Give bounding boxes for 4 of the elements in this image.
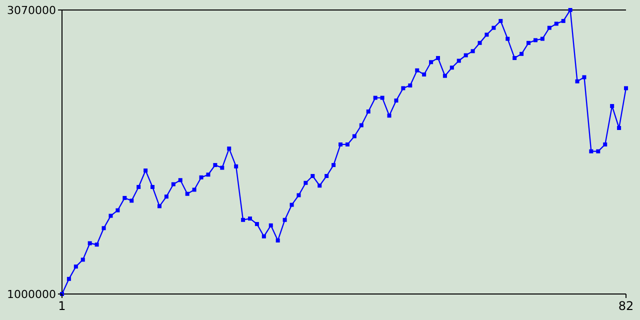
x-tick-label: 1 — [58, 299, 66, 313]
x-tick-label: 82 — [618, 299, 634, 313]
y-tick-label: 1000000 — [7, 288, 56, 301]
y-tick-label: 3070000 — [7, 4, 56, 17]
